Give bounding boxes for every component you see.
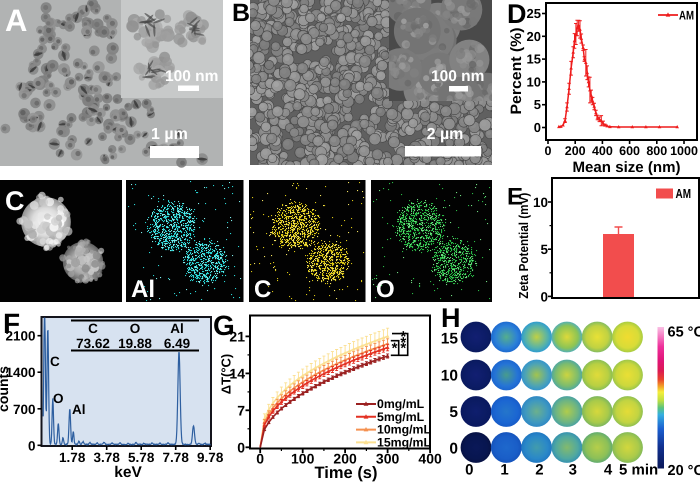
svg-text:B: B (232, 0, 250, 27)
svg-text:C: C (5, 186, 25, 216)
svg-text:2 µm: 2 µm (427, 126, 464, 143)
svg-text:Al: Al (131, 276, 155, 303)
svg-text:A: A (5, 3, 27, 38)
svg-text:1 µm: 1 µm (151, 126, 188, 143)
svg-text:100 nm: 100 nm (431, 68, 484, 85)
svg-text:100 nm: 100 nm (165, 68, 218, 85)
